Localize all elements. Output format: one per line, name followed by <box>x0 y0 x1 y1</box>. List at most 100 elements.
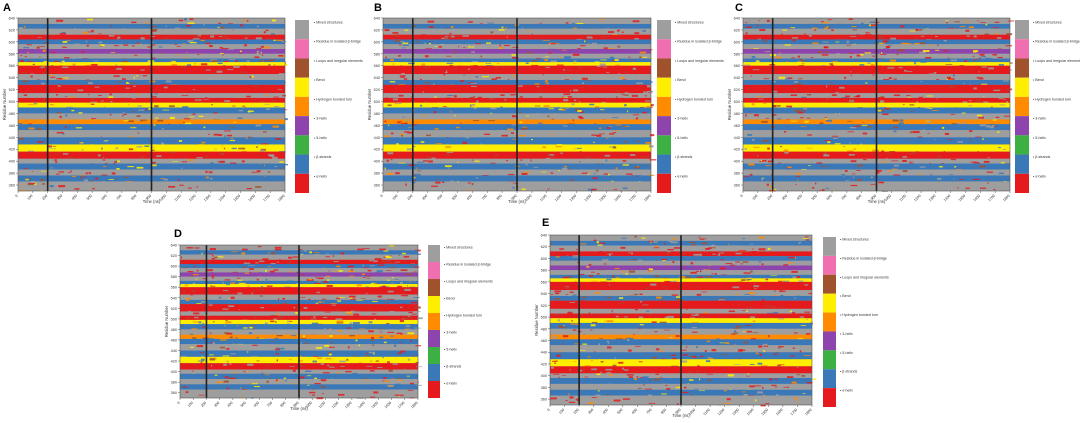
noise-mark <box>52 148 57 150</box>
noise-mark <box>209 248 216 251</box>
noise-mark <box>506 106 510 108</box>
noise-mark <box>745 325 752 326</box>
noise-mark <box>759 271 761 274</box>
legend-label: • Hydrogen bonded turn <box>675 97 713 101</box>
noise-mark <box>805 326 811 328</box>
noise-mark <box>774 290 777 292</box>
noise-mark <box>602 66 608 68</box>
noise-mark <box>628 295 634 297</box>
noise-mark <box>217 280 220 283</box>
noise-mark <box>441 181 445 184</box>
noise-mark <box>403 367 406 370</box>
noise-mark <box>682 253 686 255</box>
noise-mark <box>958 179 965 180</box>
noise-mark <box>661 286 669 287</box>
noise-mark <box>806 94 812 96</box>
noise-mark <box>127 39 133 42</box>
noise-mark <box>218 22 222 24</box>
noise-mark <box>891 66 895 68</box>
noise-mark <box>951 123 959 125</box>
noise-mark <box>283 274 289 276</box>
noise-mark <box>499 44 501 47</box>
noise-mark <box>85 172 88 175</box>
x-axis-label: Time (ns) <box>672 413 690 418</box>
y-tick-label: 580 <box>374 52 380 56</box>
noise-mark <box>823 27 831 30</box>
noise-mark <box>801 168 807 171</box>
noise-mark <box>859 53 864 56</box>
noise-mark <box>616 338 624 340</box>
noise-mark <box>636 113 639 115</box>
noise-mark <box>777 339 783 342</box>
noise-mark <box>356 284 362 287</box>
noise-mark <box>767 247 771 250</box>
noise-mark <box>150 161 156 164</box>
noise-mark <box>782 29 788 31</box>
noise-mark <box>846 45 851 46</box>
noise-mark <box>582 82 584 84</box>
noise-mark <box>506 160 508 162</box>
noise-mark <box>902 156 908 158</box>
noise-mark <box>224 135 227 138</box>
noise-mark <box>854 39 859 41</box>
noise-mark <box>333 260 339 263</box>
noise-mark <box>210 35 215 38</box>
noise-mark <box>876 65 882 67</box>
noise-mark <box>81 51 85 54</box>
noise-mark <box>667 336 674 338</box>
noise-mark <box>229 103 232 106</box>
legend-swatch <box>657 154 671 174</box>
noise-mark <box>667 248 674 251</box>
x-tick-label: 1600 <box>973 194 981 202</box>
x-tick-label: 300 <box>781 194 788 201</box>
noise-mark <box>97 154 101 157</box>
x-tick-label: 400 <box>227 401 234 408</box>
x-tick-label: 800 <box>130 194 137 201</box>
noise-mark <box>298 376 305 379</box>
noise-mark <box>308 278 312 281</box>
noise-mark <box>640 300 643 303</box>
noise-mark <box>59 115 62 118</box>
noise-mark <box>198 115 204 118</box>
noise-mark <box>249 319 253 321</box>
noise-mark <box>572 53 580 56</box>
noise-mark <box>392 348 399 351</box>
legend-swatch <box>428 364 440 381</box>
noise-mark <box>558 170 560 172</box>
noise-mark <box>718 299 725 301</box>
noise-mark <box>200 361 203 364</box>
noise-mark <box>545 82 550 84</box>
noise-mark <box>870 64 875 67</box>
noise-mark <box>286 261 292 264</box>
noise-mark <box>559 83 563 85</box>
noise-mark <box>642 111 647 115</box>
noise-mark <box>627 148 634 150</box>
noise-mark <box>211 258 216 260</box>
noise-mark <box>64 169 67 172</box>
noise-mark <box>470 65 478 67</box>
noise-mark <box>238 282 246 285</box>
noise-mark <box>539 96 543 99</box>
noise-mark <box>623 316 628 318</box>
residue-band <box>18 58 285 63</box>
noise-mark <box>808 34 812 37</box>
y-tick-label: 360 <box>9 184 15 188</box>
noise-mark <box>152 41 155 44</box>
noise-mark <box>41 32 49 33</box>
noise-mark <box>704 311 707 314</box>
noise-mark <box>457 180 459 183</box>
x-tick-label: 1600 <box>613 194 621 202</box>
y-tick-label: 520 <box>9 88 15 92</box>
noise-mark <box>194 35 200 37</box>
noise-mark <box>55 173 60 175</box>
noise-mark <box>191 328 198 331</box>
noise-mark <box>246 95 251 98</box>
x-tick-label: 1800 <box>410 401 418 409</box>
noise-mark <box>54 48 58 51</box>
noise-mark <box>351 310 357 313</box>
noise-mark <box>655 348 660 351</box>
noise-mark <box>591 37 594 39</box>
noise-mark <box>820 165 828 167</box>
y-tick-label: 600 <box>734 40 740 44</box>
noise-mark <box>525 163 528 166</box>
